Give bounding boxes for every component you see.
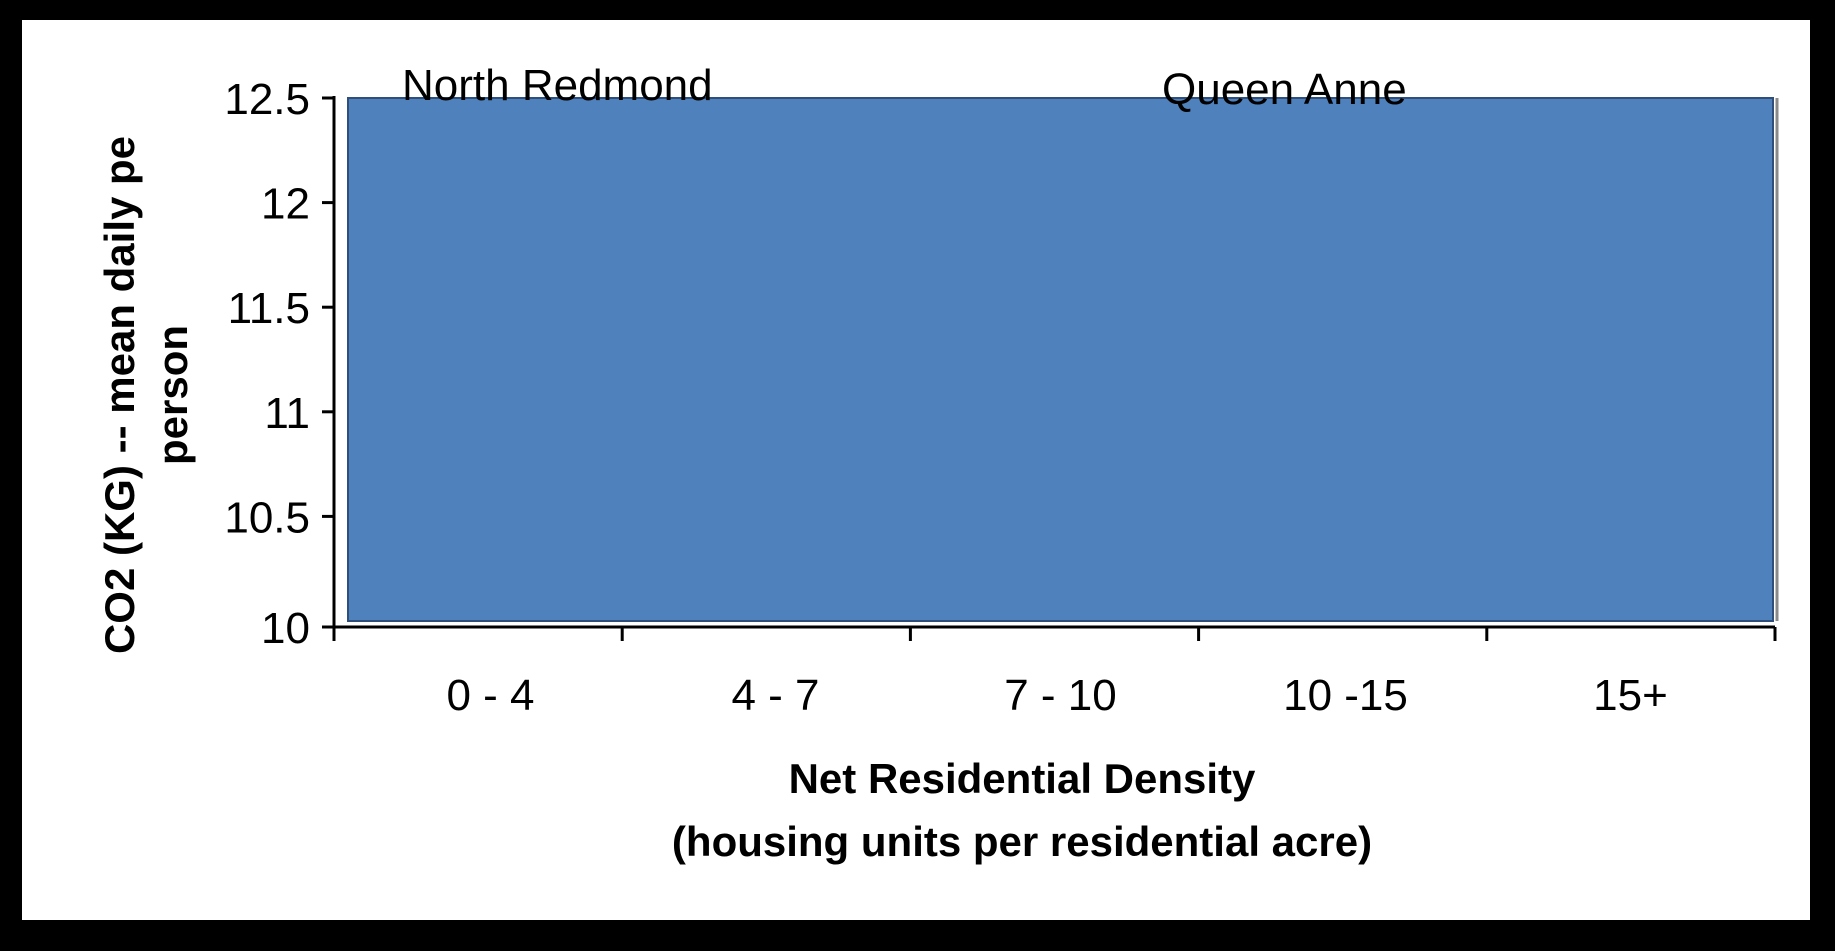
x-tick-label: 4 - 7	[731, 671, 819, 720]
bar-1	[348, 98, 634, 621]
y-ticks-group: 10 10.5 11 11.5 12 12.5	[224, 75, 334, 653]
x-tick-label: 10 -15	[1283, 671, 1408, 720]
x-axis-title-line-1: Net Residential Density	[789, 755, 1256, 802]
y-tick-label: 10	[261, 604, 310, 653]
bars-group	[347, 97, 1779, 622]
bar-3	[918, 98, 1204, 621]
y-tick-label: 11.5	[228, 284, 310, 333]
x-ticks-group: 0 - 4 4 - 7 7 - 10 10 -15 15+	[332, 627, 1777, 720]
y-tick-label: 12	[261, 180, 310, 229]
bar-4	[1203, 98, 1489, 621]
bar-5	[1488, 98, 1774, 621]
annotation-queen-anne: Queen Anne	[1162, 65, 1407, 114]
bar-2	[633, 98, 919, 621]
x-axis-title-line-2: (housing units per residential acre)	[672, 818, 1372, 865]
y-axis-title-line-1: CO2 (KG) -- mean daily pe	[96, 136, 143, 654]
x-tick-label: 0 - 4	[446, 671, 534, 720]
axes-group	[332, 96, 1775, 629]
y-axis-title-line-2: person	[149, 325, 196, 465]
y-tick-label: 12.5	[224, 75, 310, 124]
x-tick-label: 15+	[1593, 671, 1668, 720]
y-tick-label: 10.5	[224, 493, 310, 542]
bars-outline	[347, 97, 1774, 622]
annotation-north-redmond: North Redmond	[402, 61, 713, 110]
y-tick-label: 11	[264, 389, 310, 438]
chart-panel: 10 10.5 11 11.5 12 12.5 0 - 4 4 - 7 7 - 10 10 -1…	[22, 20, 1810, 920]
x-tick-label: 7 - 10	[1004, 671, 1117, 720]
chart: 10 10.5 11 11.5 12 12.5 0 - 4 4 - 7 7 - 10 10 -1…	[96, 61, 1779, 865]
